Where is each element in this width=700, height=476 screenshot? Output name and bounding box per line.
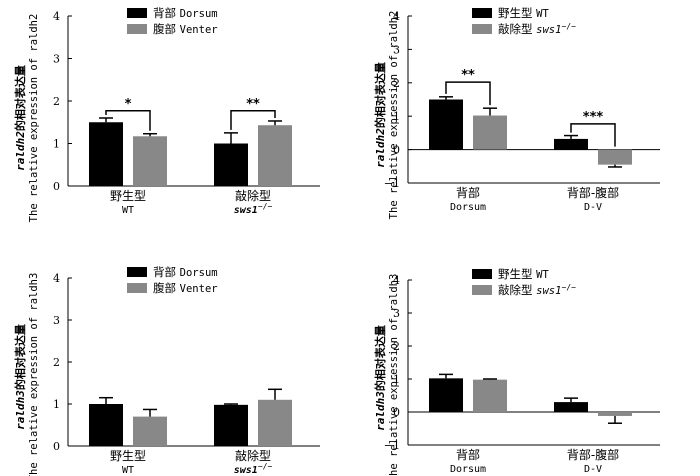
y-tick-label: 3 <box>393 307 400 320</box>
x-tick-label-en: D-V <box>584 202 602 213</box>
significance-bracket <box>570 123 616 147</box>
bar <box>598 412 632 416</box>
y-tick-label: 0 <box>393 144 400 157</box>
y-axis-label: raldh2的相对表达量 <box>373 62 387 168</box>
y-tick-label: 1 <box>53 138 60 151</box>
chart-panel-p1: 0 1 2 3 4 raldh2的相对表达量 The relative expression… <box>13 6 320 222</box>
y-tick-label: 2 <box>393 340 400 353</box>
legend-label: 腹部 Venter <box>153 22 218 36</box>
x-tick-label: 敲除型 <box>235 188 271 203</box>
legend-swatch <box>472 8 492 18</box>
x-tick-label-en: WT <box>122 205 134 216</box>
x-tick-label-en: D-V <box>584 464 602 475</box>
bar <box>133 136 167 186</box>
x-tick-label-en: sws1−/− <box>234 202 273 216</box>
y-axis-label-en: The relative expression of raldh2 <box>28 14 40 223</box>
bar <box>554 138 588 150</box>
y-axis-label-en: The relative expression of raldh3 <box>388 274 400 476</box>
legend-label: 背部 Dorsum <box>153 265 218 279</box>
legend-swatch <box>127 283 147 293</box>
significance-bracket <box>230 110 276 130</box>
significance-bracket <box>105 110 151 131</box>
legend-swatch <box>127 8 147 18</box>
bar <box>554 402 588 412</box>
x-tick-label: 背部-腹部 <box>567 447 619 462</box>
y-tick-label: 1 <box>53 398 60 411</box>
bar <box>473 379 507 412</box>
x-tick-label: 野生型 <box>110 449 146 463</box>
y-tick-label: 2 <box>393 77 400 90</box>
significance-label: ** <box>246 97 260 112</box>
x-tick-label: 敲除型 <box>235 448 271 463</box>
y-tick-label: 3 <box>53 314 60 327</box>
legend-label: 敲除型 sws1−/− <box>498 22 576 36</box>
legend-label: 野生型 WT <box>498 267 549 281</box>
y-tick-label: 4 <box>393 274 400 287</box>
bar <box>214 143 248 186</box>
bar <box>473 115 507 150</box>
legend-swatch <box>472 24 492 34</box>
significance-label: * <box>125 97 132 112</box>
x-tick-label-en: Dorsum <box>450 202 486 213</box>
chart-panel-p3: 0 1 2 3 4 raldh3的相对表达量 The relative expression… <box>13 265 320 476</box>
y-tick-label: 2 <box>53 356 60 369</box>
legend-label: 背部 Dorsum <box>153 6 218 20</box>
legend-label: 野生型 WT <box>498 6 549 20</box>
y-axis-label-en: The relative expression of raldh2 <box>388 11 400 220</box>
y-tick-label: 4 <box>53 10 60 23</box>
legend-label: 腹部 Venter <box>153 281 218 295</box>
bar <box>89 122 123 186</box>
y-axis-label: raldh3的相对表达量 <box>13 324 27 430</box>
significance-bracket <box>445 81 491 106</box>
legend-swatch <box>472 269 492 279</box>
x-tick-label-en: Dorsum <box>450 464 486 475</box>
x-tick-label: 背部-腹部 <box>567 185 619 200</box>
y-tick-label: 4 <box>53 272 60 285</box>
chart-panel-p4: −1 0 1 2 3 4 raldh3的相对表达量 The relative expressi… <box>373 267 660 476</box>
bar <box>598 149 632 165</box>
y-tick-label: 0 <box>53 440 60 453</box>
x-tick-label-en: WT <box>122 465 134 476</box>
x-tick-label: 背部 <box>456 185 480 200</box>
y-tick-label: −1 <box>384 439 400 452</box>
bar <box>214 404 248 446</box>
legend-swatch <box>127 24 147 34</box>
bar <box>258 399 292 446</box>
bar <box>429 378 463 412</box>
y-tick-label: 0 <box>53 180 60 193</box>
chart-panel-p2: −1 0 1 2 3 4 raldh2的相对表达量 The relative expressi… <box>373 6 660 219</box>
y-axis-label-en: The relative expression of raldh3 <box>28 273 40 476</box>
x-tick-label: 野生型 <box>110 189 146 203</box>
bar <box>429 99 463 150</box>
significance-label: ** <box>461 68 475 83</box>
y-axis-label: raldh2的相对表达量 <box>13 65 27 171</box>
y-tick-label: 1 <box>393 373 400 386</box>
y-tick-label: −1 <box>384 177 400 190</box>
y-tick-label: 1 <box>393 110 400 123</box>
y-tick-label: 0 <box>393 406 400 419</box>
legend-swatch <box>472 285 492 295</box>
significance-label: *** <box>583 110 604 125</box>
bar <box>89 404 123 446</box>
y-tick-label: 3 <box>393 43 400 56</box>
y-tick-label: 2 <box>53 95 60 108</box>
x-tick-label: 背部 <box>456 447 480 462</box>
legend-label: 敲除型 sws1−/− <box>498 283 576 297</box>
x-tick-label-en: sws1−/− <box>234 462 273 476</box>
y-tick-label: 4 <box>393 10 400 23</box>
y-axis-label: raldh3的相对表达量 <box>373 325 387 431</box>
legend-swatch <box>127 267 147 277</box>
bar <box>133 416 167 446</box>
bar <box>258 125 292 186</box>
y-tick-label: 3 <box>53 53 60 66</box>
